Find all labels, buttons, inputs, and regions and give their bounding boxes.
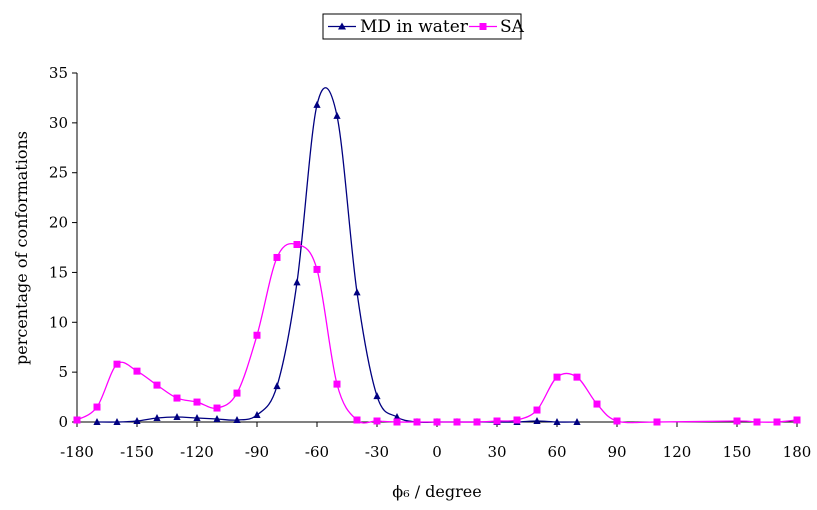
x-tick-label: -120 [180,443,214,461]
data-point [433,418,441,426]
data-point [353,416,361,424]
data-point [153,414,161,422]
data-point [613,417,621,425]
series-layer [73,87,801,426]
x-tick-label: -60 [305,443,329,461]
data-point [313,100,321,108]
y-tick-label: 15 [49,263,68,281]
data-point [393,413,401,421]
axes: 0 5 10 15 20 25 30 35 -180 -150 -120 -90 -60 -30 0 30 60… [49,64,811,461]
data-point [253,331,261,339]
data-point [233,389,241,397]
data-point [133,367,141,375]
x-tick-label: 90 [607,443,626,461]
data-point [493,417,501,425]
legend-marker-md [338,22,346,30]
data-point [373,417,381,425]
data-point [793,416,801,424]
x-tick-label: -90 [245,443,269,461]
data-point [193,414,201,422]
data-point [653,418,661,426]
data-point [273,253,281,261]
data-point [273,382,281,390]
data-point [93,418,101,425]
data-point [313,265,321,273]
data-point [473,418,481,426]
x-tick-label: 60 [547,443,566,461]
data-point [533,417,541,425]
series-line [76,242,798,424]
data-point [173,413,181,421]
series-line [96,87,578,424]
y-axis-title: percentage of conformations [12,131,31,365]
x-tick-label: -180 [60,443,94,461]
legend-label-md: MD in water [360,17,469,37]
y-tick-label: 35 [49,64,68,82]
y-tick-label: 5 [58,363,68,381]
series-1 [73,241,801,426]
data-point [233,416,241,424]
data-point [113,360,121,368]
x-tick-label: 150 [723,443,752,461]
data-point [753,418,761,426]
data-point [133,417,141,425]
legend: MD in water SA [322,13,525,40]
data-point [413,418,421,426]
data-point [453,418,461,426]
y-tick-label: 20 [49,214,68,232]
data-point [173,394,181,402]
data-point [153,381,161,389]
legend-label-sa: SA [500,17,525,37]
data-point [293,278,301,286]
x-tick-label: 120 [663,443,692,461]
x-tick-label: 180 [783,443,812,461]
data-point [113,418,121,425]
y-tick-label: 0 [58,413,68,431]
data-point [213,404,221,412]
x-tick-label: -30 [365,443,389,461]
legend-marker-sa [479,23,487,30]
x-tick-label: 0 [432,443,442,461]
x-tick-label: -150 [120,443,154,461]
data-point [593,400,601,408]
data-point [93,403,101,411]
data-point [773,418,781,426]
data-point [733,417,741,425]
data-point [513,416,521,424]
data-point [333,111,341,119]
data-point [253,411,261,419]
data-point [293,241,301,249]
data-point [553,418,561,425]
y-tick-label: 10 [49,313,68,331]
series-0 [93,87,581,425]
y-tick-label: 25 [49,164,68,182]
data-point [373,392,381,400]
data-point [353,288,361,296]
data-point [193,398,201,406]
data-point [333,380,341,388]
y-tick-label: 30 [49,114,68,132]
data-point [573,373,581,381]
data-point [533,406,541,414]
x-axis-title: ϕ₆ / degree [392,482,481,501]
data-point [73,416,81,424]
data-point [553,373,561,381]
data-point [213,415,221,423]
data-point [393,418,401,426]
data-point [573,418,581,425]
x-tick-label: 30 [487,443,506,461]
